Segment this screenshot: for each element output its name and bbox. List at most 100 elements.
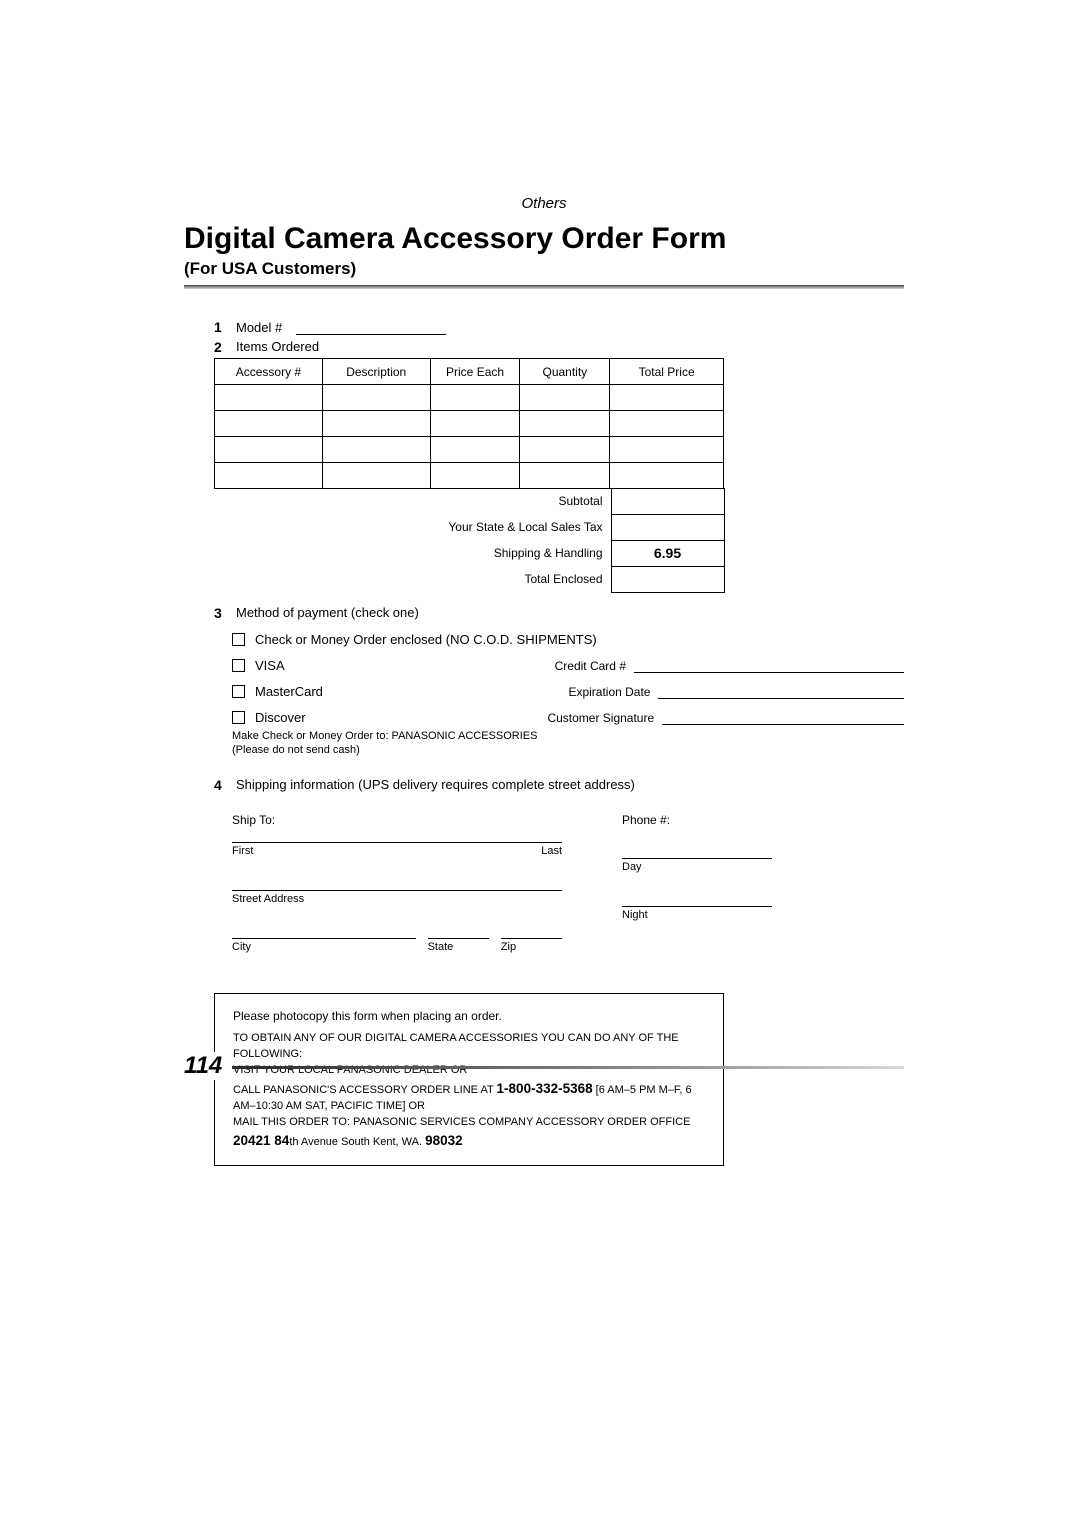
totals-label: Subtotal (214, 488, 611, 514)
state-input-line[interactable] (428, 925, 489, 939)
totals-table: SubtotalYour State & Local Sales TaxShip… (214, 488, 725, 593)
payment-option-label: MasterCard (255, 684, 323, 699)
order-cell[interactable] (322, 437, 430, 463)
order-table: Accessory #DescriptionPrice EachQuantity… (214, 358, 724, 489)
mail-line: MAIL THIS ORDER TO: PANASONIC SERVICES C… (233, 1115, 705, 1131)
step-4-number: 4 (214, 777, 226, 793)
payment-input-line[interactable] (662, 711, 904, 725)
order-cell[interactable] (520, 411, 610, 437)
payment-option-label: VISA (255, 658, 285, 673)
model-label: Model # (236, 320, 282, 335)
order-cell[interactable] (322, 411, 430, 437)
footer-rule (232, 1066, 904, 1069)
order-col-header: Accessory # (215, 359, 323, 385)
order-row[interactable] (215, 385, 724, 411)
order-cell[interactable] (215, 411, 323, 437)
order-row[interactable] (215, 463, 724, 489)
step-1-row: 1 Model # (214, 319, 904, 335)
order-cell[interactable] (610, 411, 724, 437)
order-cell[interactable] (322, 463, 430, 489)
totals-label: Total Enclosed (214, 566, 611, 592)
order-col-header: Price Each (430, 359, 520, 385)
mail-instructions-box: Please photocopy this form when placing … (214, 993, 724, 1166)
payment-suffix-label: Expiration Date (568, 685, 650, 699)
order-cell[interactable] (610, 385, 724, 411)
order-cell[interactable] (215, 385, 323, 411)
phone-night-line[interactable] (622, 893, 772, 907)
ship-to-heading: Ship To: (232, 813, 562, 827)
day-label: Day (622, 861, 772, 873)
totals-value[interactable] (611, 488, 724, 514)
payment-checkbox[interactable] (232, 633, 245, 646)
order-cell[interactable] (215, 463, 323, 489)
page-footer: 114 (184, 1066, 904, 1069)
section-header: Others (184, 195, 904, 212)
totals-value[interactable]: 6.95 (611, 540, 724, 566)
payment-option-row: MasterCard Expiration Date (232, 677, 904, 699)
order-cell[interactable] (215, 437, 323, 463)
step-3: 3 Method of payment (check one) Check or… (214, 605, 904, 758)
order-cell[interactable] (520, 385, 610, 411)
shipping-fields: Ship To: First Last (232, 813, 904, 973)
mail-line: 20421 84th Avenue South Kent, WA. 98032 (233, 1131, 705, 1151)
step-1-number: 1 (214, 319, 226, 335)
first-name-label: First (232, 845, 253, 857)
payment-input-line[interactable] (634, 659, 904, 673)
model-input-line[interactable] (296, 321, 446, 335)
page-title: Digital Camera Accessory Order Form (184, 222, 904, 255)
zip-label: Zip (501, 941, 562, 953)
step-2-row: 2 Items Ordered (214, 339, 904, 355)
totals-value[interactable] (611, 566, 724, 592)
totals-label: Your State & Local Sales Tax (214, 514, 611, 540)
totals-label: Shipping & Handling (214, 540, 611, 566)
step-3-number: 3 (214, 605, 226, 621)
payment-note: Make Check or Money Order to: PANASONIC … (232, 729, 904, 758)
payment-suffix-label: Customer Signature (547, 711, 654, 725)
title-rule (184, 285, 904, 289)
payment-checkbox[interactable] (232, 659, 245, 672)
phone-day-line[interactable] (622, 845, 772, 859)
form-content: 1 Model # 2 Items Ordered Accessory #Des… (214, 319, 904, 1166)
shipping-label: Shipping information (UPS delivery requi… (236, 777, 635, 793)
phone-heading: Phone #: (622, 813, 772, 827)
items-ordered-label: Items Ordered (236, 339, 319, 355)
payment-method-label: Method of payment (check one) (236, 605, 419, 621)
page-subtitle: (For USA Customers) (184, 259, 904, 279)
payment-suffix-label: Credit Card # (555, 659, 626, 673)
state-label: State (428, 941, 489, 953)
payment-option-row: Discover Customer Signature (232, 703, 904, 725)
payment-option-row: Check or Money Order enclosed (NO C.O.D.… (232, 625, 904, 647)
order-cell[interactable] (520, 463, 610, 489)
zip-input-line[interactable] (501, 925, 562, 939)
order-cell[interactable] (430, 437, 520, 463)
street-input-line[interactable] (232, 877, 562, 891)
payment-checkbox[interactable] (232, 685, 245, 698)
name-input-line[interactable] (232, 829, 562, 843)
payment-option-label: Check or Money Order enclosed (NO C.O.D.… (255, 632, 597, 647)
city-input-line[interactable] (232, 925, 416, 939)
order-col-header: Quantity (520, 359, 610, 385)
street-label: Street Address (232, 893, 562, 905)
order-cell[interactable] (610, 463, 724, 489)
order-col-header: Description (322, 359, 430, 385)
last-name-label: Last (541, 845, 562, 857)
order-cell[interactable] (430, 463, 520, 489)
payment-input-line[interactable] (658, 685, 904, 699)
night-label: Night (622, 909, 772, 921)
order-row[interactable] (215, 411, 724, 437)
order-cell[interactable] (430, 411, 520, 437)
order-cell[interactable] (520, 437, 610, 463)
order-cell[interactable] (430, 385, 520, 411)
page-content: Others Digital Camera Accessory Order Fo… (184, 195, 904, 1166)
order-cell[interactable] (610, 437, 724, 463)
mail-line: TO OBTAIN ANY OF OUR DIGITAL CAMERA ACCE… (233, 1031, 705, 1063)
city-label: City (232, 941, 416, 953)
payment-option-label: Discover (255, 710, 306, 725)
payment-checkbox[interactable] (232, 711, 245, 724)
totals-value[interactable] (611, 514, 724, 540)
payment-option-row: VISA Credit Card # (232, 651, 904, 673)
step-2-number: 2 (214, 339, 226, 355)
order-col-header: Total Price (610, 359, 724, 385)
order-cell[interactable] (322, 385, 430, 411)
order-row[interactable] (215, 437, 724, 463)
